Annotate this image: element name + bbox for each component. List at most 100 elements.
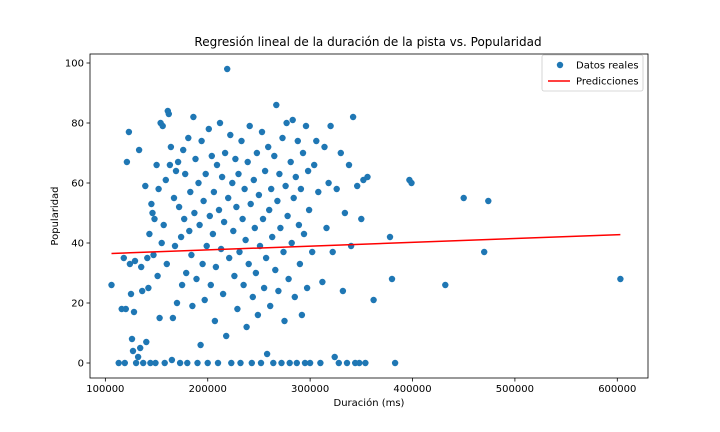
data-point [198, 137, 205, 145]
data-point [257, 359, 265, 367]
y-axis-ticks: 0 20 40 60 80 100 [65, 59, 90, 370]
data-point [354, 182, 361, 190]
data-point [321, 143, 328, 151]
data-point [163, 260, 170, 268]
plot-frame [89, 53, 649, 379]
data-point [287, 158, 294, 166]
data-point [294, 137, 301, 145]
data-point [159, 122, 166, 130]
data-point [295, 221, 303, 229]
legend-box [541, 54, 644, 92]
data-point [364, 173, 371, 181]
y-tick-label: 100 [65, 59, 84, 70]
data-point [129, 347, 137, 355]
data-point [297, 185, 305, 193]
data-point [278, 359, 285, 367]
data-point [127, 290, 135, 298]
data-point [145, 284, 152, 292]
data-point [227, 131, 234, 139]
data-point [240, 281, 247, 289]
data-point [122, 305, 129, 313]
data-point [137, 344, 144, 352]
data-point [130, 308, 138, 316]
data-point [205, 125, 212, 133]
data-point [362, 359, 369, 367]
data-point [254, 311, 262, 319]
data-point [296, 260, 304, 268]
data-point [339, 287, 347, 295]
data-point [235, 170, 242, 178]
data-point [325, 179, 332, 187]
regression-line [111, 233, 621, 255]
data-point [214, 359, 222, 367]
data-point [277, 224, 284, 232]
data-point [245, 260, 252, 268]
data-point [391, 359, 399, 367]
data-point [142, 182, 149, 190]
data-point [218, 173, 226, 181]
data-point [265, 143, 272, 151]
data-point [213, 161, 221, 169]
data-point [191, 209, 198, 217]
data-point [171, 242, 179, 250]
data-point [229, 179, 236, 187]
data-point [149, 209, 156, 217]
data-point [313, 137, 320, 145]
data-point [276, 170, 283, 178]
y-tick-label: 40 [71, 239, 84, 250]
data-point [181, 215, 188, 223]
data-point [319, 278, 326, 286]
data-point [150, 251, 157, 259]
x-tick-label: 300000 [291, 384, 329, 395]
data-point [323, 224, 330, 232]
data-point [184, 359, 191, 367]
data-point [243, 323, 250, 331]
legend-label-predicciones: Predicciones [576, 77, 639, 88]
data-point [442, 281, 449, 289]
data-point [211, 317, 219, 325]
data-point [273, 101, 280, 109]
data-point [267, 302, 274, 310]
data-point [246, 122, 253, 130]
data-point [175, 203, 183, 211]
data-point [189, 302, 196, 310]
data-point [236, 248, 243, 256]
data-point [311, 161, 318, 169]
data-point [280, 248, 287, 256]
data-point [220, 218, 228, 226]
data-point [131, 257, 139, 265]
data-point [151, 215, 158, 223]
data-point [266, 206, 273, 214]
data-point [185, 134, 192, 142]
data-point [203, 242, 210, 250]
data-point [315, 188, 322, 196]
data-point [255, 191, 263, 199]
data-point [237, 359, 244, 367]
data-point [199, 260, 206, 268]
data-point [188, 251, 195, 259]
data-point [337, 149, 344, 157]
data-point [244, 158, 251, 166]
data-point [300, 230, 308, 238]
legend: Datos reales Predicciones [541, 54, 644, 92]
data-point [123, 158, 131, 166]
data-point [153, 161, 160, 169]
data-point [128, 335, 136, 343]
data-point [274, 197, 281, 205]
data-point [485, 197, 492, 205]
data-point [138, 263, 145, 271]
data-point [242, 236, 249, 244]
data-point [253, 149, 261, 157]
data-point [192, 155, 199, 163]
data-point [270, 359, 277, 367]
data-point [250, 176, 257, 184]
data-point [135, 146, 143, 154]
data-point [617, 275, 624, 283]
data-point [139, 287, 146, 295]
data-point [234, 305, 241, 313]
data-point [216, 119, 224, 127]
data-point [156, 314, 163, 322]
data-point [180, 146, 187, 154]
plot-area [89, 53, 649, 379]
